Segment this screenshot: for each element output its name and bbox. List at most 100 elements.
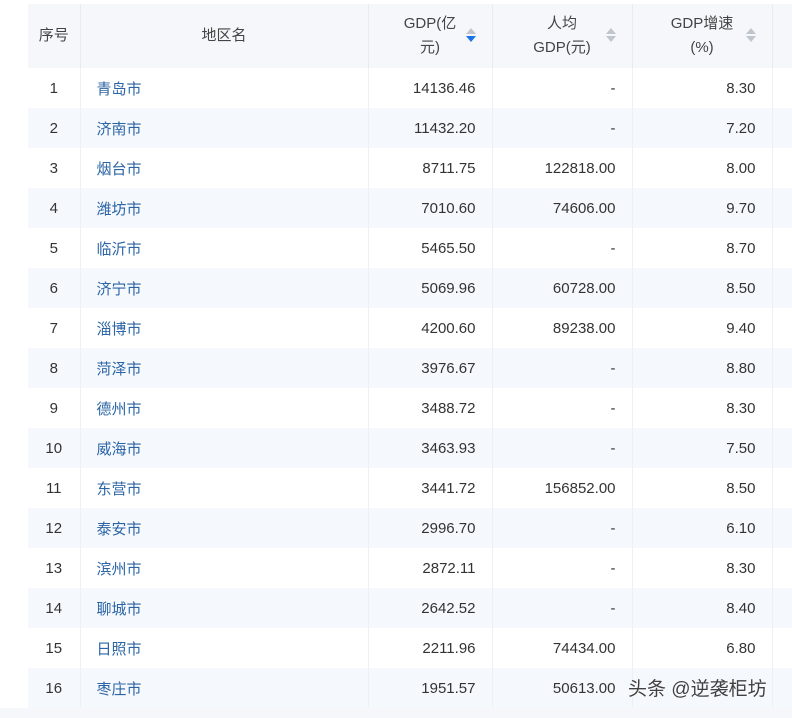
header-region: 地区名 [80,4,369,68]
table-row: 13 滨州市 2872.11-8.30 [28,548,792,588]
row-index: 9 [28,388,81,428]
header-gdp[interactable]: GDP(亿元) [368,4,493,68]
header-per-line2: GDP(元) [533,39,591,56]
per-capita-cell: - [492,588,633,628]
gdp-cell: 7010.60 [368,188,493,228]
extra-cell [772,548,792,588]
per-capita-cell: - [492,428,633,468]
gdp-cell: 3976.67 [368,348,493,388]
row-index: 3 [28,148,81,188]
gdp-cell: 2996.70 [368,508,493,548]
gdp-cell: 3441.72 [368,468,493,508]
row-index: 11 [28,468,81,508]
table-row: 12 泰安市 2996.70-6.10 [28,508,792,548]
extra-cell [772,428,792,468]
region-link[interactable]: 德州市 [80,388,369,428]
growth-cell: 7.20 [632,108,773,148]
growth-cell: 9.70 [632,188,773,228]
gdp-cell: 8711.75 [368,148,493,188]
growth-cell: 8.40 [632,588,773,628]
gdp-cell: 2211.96 [368,628,493,668]
gdp-cell: 5069.96 [368,268,493,308]
header-index: 序号 [28,4,81,68]
row-index: 14 [28,588,81,628]
per-capita-cell: - [492,548,633,588]
extra-cell [772,148,792,188]
row-index: 6 [28,268,81,308]
extra-cell [772,628,792,668]
gdp-cell: 1951.57 [368,668,493,708]
row-index: 8 [28,348,81,388]
row-index: 13 [28,548,81,588]
table-row: 11 东营市 3441.72 156852.00 8.50 [28,468,792,508]
gdp-cell: 3488.72 [368,388,493,428]
growth-cell: 8.50 [632,268,773,308]
extra-cell [772,388,792,428]
gdp-cell: 2642.52 [368,588,493,628]
extra-cell [772,668,792,708]
per-capita-cell: 122818.00 [492,148,633,188]
row-index: 12 [28,508,81,548]
region-link[interactable]: 烟台市 [80,148,369,188]
extra-cell [772,228,792,268]
region-link[interactable]: 济南市 [80,108,369,148]
row-index: 1 [28,68,81,108]
per-capita-cell: 89238.00 [492,308,633,348]
region-link[interactable]: 青岛市 [80,68,369,108]
extra-cell [772,108,792,148]
table-row: 1 青岛市 14136.46-8.30 [28,68,792,108]
header-growth[interactable]: GDP增速(%) [632,4,773,68]
region-link[interactable]: 淄博市 [80,308,369,348]
header-per-line1: 人均 [546,15,577,32]
growth-cell: - [632,668,773,708]
region-link[interactable]: 枣庄市 [80,668,369,708]
growth-cell: 9.40 [632,308,773,348]
header-per-capita[interactable]: 人均 GDP(元) [492,4,633,68]
gdp-cell: 3463.93 [368,428,493,468]
growth-cell: 8.00 [632,148,773,188]
gdp-table: 序号 地区名 GDP(亿元) 人均 GDP(元) GDP增速(%) 1 青岛市 141… [28,4,792,708]
extra-cell [772,508,792,548]
region-link[interactable]: 威海市 [80,428,369,468]
growth-cell: 6.80 [632,628,773,668]
region-link[interactable]: 聊城市 [80,588,369,628]
region-link[interactable]: 菏泽市 [80,348,369,388]
per-capita-cell: - [492,68,633,108]
row-index: 10 [28,428,81,468]
header-gdp-label: GDP(亿元) [403,15,457,56]
per-capita-cell: 74434.00 [492,628,633,668]
table-row: 2 济南市 11432.20-7.20 [28,108,792,148]
table-row: 5 临沂市 5465.50-8.70 [28,228,792,268]
growth-cell: 8.30 [632,68,773,108]
per-capita-cell: - [492,228,633,268]
region-link[interactable]: 临沂市 [80,228,369,268]
table-row: 14 聊城市 2642.52-8.40 [28,588,792,628]
growth-cell: 8.50 [632,468,773,508]
region-link[interactable]: 东营市 [80,468,369,508]
region-link[interactable]: 潍坊市 [80,188,369,228]
extra-cell [772,348,792,388]
table-row: 6 济宁市 5069.96 60728.00 8.50 [28,268,792,308]
region-link[interactable]: 济宁市 [80,268,369,308]
per-capita-cell: 60728.00 [492,268,633,308]
region-link[interactable]: 滨州市 [80,548,369,588]
sort-icon[interactable] [465,28,476,42]
row-index: 4 [28,188,81,228]
extra-cell [772,68,792,108]
table-row: 9 德州市 3488.72-8.30 [28,388,792,428]
per-capita-cell: - [492,388,633,428]
watermark: 头条 @逆袭柜坊 [628,679,767,700]
per-capita-cell: 50613.00 [492,668,633,708]
per-capita-cell: 74606.00 [492,188,633,228]
row-index: 15 [28,628,81,668]
region-link[interactable]: 日照市 [80,628,369,668]
growth-cell: 6.10 [632,508,773,548]
extra-cell [772,188,792,228]
table-row: 15 日照市 2211.96 74434.00 6.80 [28,628,792,668]
region-link[interactable]: 泰安市 [80,508,369,548]
sort-icon[interactable] [745,28,756,42]
gdp-cell: 11432.20 [368,108,493,148]
table-row: 10 威海市 3463.93-7.50 [28,428,792,468]
sort-icon[interactable] [605,28,616,42]
